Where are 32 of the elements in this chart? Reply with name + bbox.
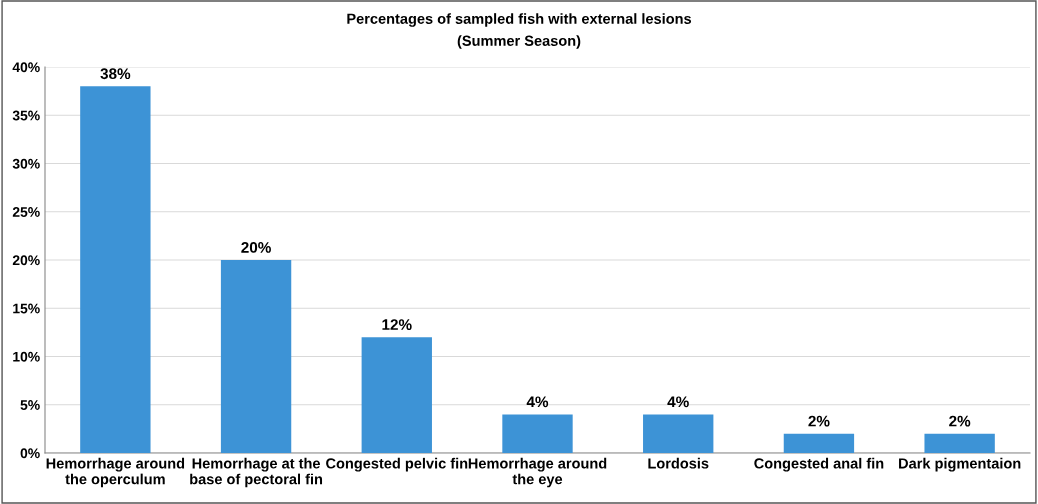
y-tick-label: 0% bbox=[20, 448, 40, 459]
bar bbox=[502, 414, 573, 453]
x-tick-label: Lordosis bbox=[648, 457, 709, 469]
y-tick-label: 10% bbox=[13, 351, 40, 362]
y-tick-label: 20% bbox=[12, 255, 40, 266]
y-tick-label: 40% bbox=[12, 62, 40, 73]
y-tick-label: 5% bbox=[20, 400, 40, 410]
bar bbox=[361, 337, 432, 453]
x-tick-label: Congested anal fin bbox=[754, 457, 884, 472]
bar bbox=[80, 86, 151, 453]
data-label: 12% bbox=[382, 319, 412, 330]
x-tick-label: Dark pigmentaion bbox=[899, 457, 1021, 472]
x-tick-label: Congested pelvic fin bbox=[326, 457, 468, 472]
data-label: 2% bbox=[808, 415, 830, 427]
x-tick-label: Hemorrhage around the operculum bbox=[46, 457, 185, 488]
bar bbox=[783, 433, 855, 453]
data-label: 4% bbox=[526, 396, 549, 408]
bar bbox=[220, 260, 292, 453]
x-tick-label: Hemorrhage around the eye bbox=[468, 457, 607, 488]
chart-title: Percentages of sampled fish with external lesions bbox=[347, 13, 692, 27]
chart-subtitle: (Summer Season) bbox=[457, 35, 581, 49]
bar bbox=[924, 433, 995, 453]
x-tick-label: Hemorrhage at the base of pectoral fin bbox=[190, 457, 323, 488]
y-tick-label: 15% bbox=[13, 303, 40, 314]
data-label: 2% bbox=[949, 415, 971, 427]
data-label: 38% bbox=[100, 68, 131, 80]
bar bbox=[643, 414, 714, 453]
data-label: 4% bbox=[667, 396, 689, 408]
y-tick-label: 35% bbox=[12, 110, 40, 121]
y-tick-label: 30% bbox=[12, 158, 40, 169]
y-tick-label: 25% bbox=[12, 207, 40, 217]
data-label: 20% bbox=[241, 242, 271, 253]
